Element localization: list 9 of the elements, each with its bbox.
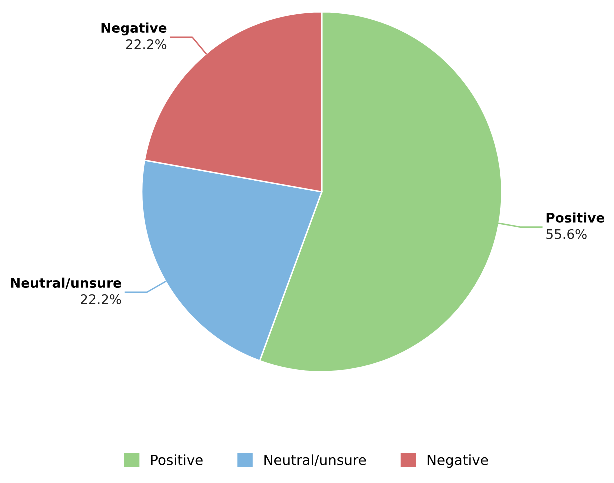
legend-label: Positive bbox=[151, 454, 203, 466]
data-label: 55.6% bbox=[546, 229, 587, 240]
slice-label: Positive bbox=[546, 212, 605, 223]
legend-label: Neutral/unsure bbox=[264, 454, 366, 466]
slice-label: Negative bbox=[102, 22, 167, 36]
data-label: 22.2% bbox=[81, 294, 122, 304]
data-label: 22.2% bbox=[126, 40, 167, 50]
legend-label: Negative bbox=[428, 454, 488, 468]
slice-label: Neutral/unsure bbox=[11, 278, 122, 290]
